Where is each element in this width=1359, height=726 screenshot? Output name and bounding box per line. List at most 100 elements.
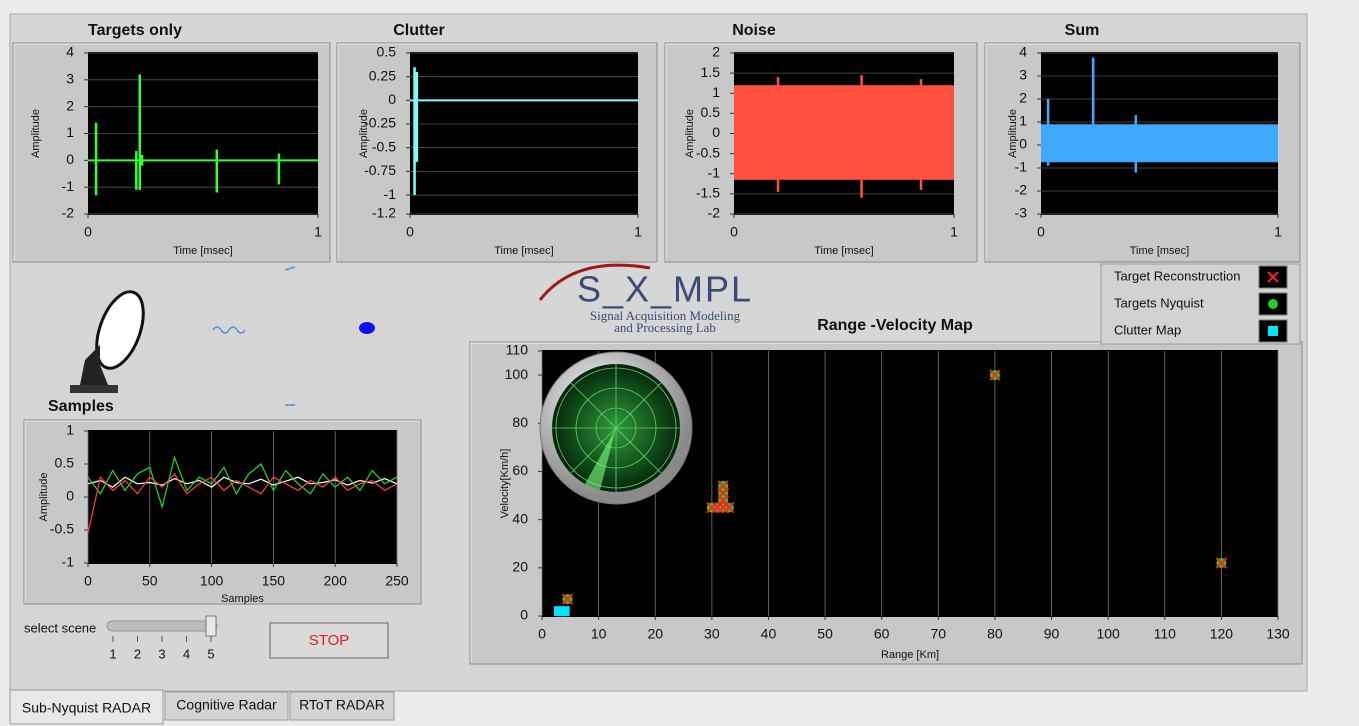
logo-swoosh — [538, 263, 651, 301]
y-tick-label: 0.5 — [701, 104, 721, 120]
x-tick-label: 20 — [647, 626, 663, 642]
y-tick-label: 100 — [505, 366, 529, 382]
y-tick-label: 2 — [66, 97, 74, 113]
x-axis-label: Time [msec] — [1130, 245, 1190, 257]
tab-label[interactable]: Cognitive Radar — [176, 697, 277, 713]
y-tick-label: 0 — [66, 488, 74, 504]
x-tick-label: 10 — [591, 626, 607, 642]
y-tick-label: 40 — [512, 510, 528, 526]
slider-thumb[interactable] — [205, 615, 217, 637]
y-axis-label: Amplitude — [684, 109, 696, 158]
nyquist-target — [1268, 299, 1278, 309]
dish — [95, 290, 145, 370]
y-tick-label: -2 — [708, 205, 721, 221]
plot-title: Range -Velocity Map — [817, 317, 973, 334]
y-tick-label: 0.25 — [369, 67, 396, 83]
stop-button-label[interactable]: STOP — [309, 632, 350, 649]
x-tick-label: 1 — [314, 224, 322, 240]
x-tick-label: 0 — [84, 573, 92, 589]
y-tick-label: 2 — [712, 44, 720, 60]
slider-tick-label: 3 — [158, 646, 165, 661]
logo: S_X_MPL Signal Acquisition Modeling and … — [538, 263, 753, 335]
noise-band — [1041, 124, 1278, 163]
y-tick-label: -1 — [62, 178, 75, 194]
dish-base — [70, 385, 118, 393]
y-tick-label: 3 — [1019, 67, 1027, 83]
plot-title: Samples — [48, 398, 114, 415]
y-tick-label: 0 — [1019, 136, 1027, 152]
plot-title: Sum — [1065, 22, 1100, 39]
radar-sweep — [585, 428, 616, 490]
y-tick-label: 4 — [66, 44, 74, 60]
y-tick-label: 0 — [66, 151, 74, 167]
tab[interactable] — [164, 691, 289, 721]
y-tick-label: 4 — [1019, 44, 1027, 60]
y-tick-label: 0 — [712, 124, 720, 140]
x-tick-label: 0 — [538, 626, 546, 642]
y-tick-label: 1 — [66, 422, 74, 438]
y-axis-label: Amplitude — [358, 109, 370, 158]
logo-name: S_X_MPL — [577, 269, 753, 310]
x-tick-label: 0 — [406, 224, 414, 240]
y-axis-label: Amplitude — [38, 473, 50, 522]
y-tick-label: -2 — [62, 205, 75, 221]
x-tick-label: 200 — [324, 573, 348, 589]
x-tick-label: 50 — [817, 626, 833, 642]
x-tick-label: 130 — [1266, 626, 1290, 642]
y-tick-label: -2 — [1015, 182, 1028, 198]
x-tick-label: 50 — [142, 573, 158, 589]
target-icon — [359, 322, 375, 334]
y-tick-label: 0 — [520, 607, 528, 623]
reconstructed-target — [723, 501, 735, 514]
y-tick-label: -0.5 — [50, 521, 74, 537]
y-tick-label: -0.75 — [364, 162, 396, 178]
y-tick-label: -1 — [62, 554, 75, 570]
y-tick-label: 2 — [1019, 90, 1027, 106]
x-axis-label: Samples — [221, 593, 264, 605]
x-axis-label: Range [Km] — [881, 649, 939, 661]
x-axis-label: Time [msec] — [173, 245, 233, 257]
x-tick-label: 0 — [1037, 224, 1045, 240]
slider-track[interactable] — [106, 620, 218, 632]
y-tick-label: 1 — [712, 84, 720, 100]
tab-label[interactable]: Sub-Nyquist RADAR — [22, 700, 151, 716]
x-tick-label: 60 — [874, 626, 890, 642]
slider-tick-label: 1 — [109, 646, 116, 661]
y-tick-label: 110 — [506, 342, 529, 358]
x-axis-label: Time [msec] — [814, 245, 874, 257]
y-tick-label: -1 — [1015, 159, 1028, 175]
y-tick-label: 1.5 — [701, 64, 721, 80]
tab-label[interactable]: RToT RADAR — [299, 697, 385, 713]
y-tick-label: -1.2 — [372, 205, 396, 221]
dish-mount — [80, 345, 108, 385]
y-axis-label: Amplitude — [30, 109, 42, 158]
logo-line: Signal Acquisition Modeling — [590, 308, 741, 323]
x-tick-label: 80 — [987, 626, 1003, 642]
tab[interactable] — [9, 689, 164, 725]
x-tick-label: 250 — [385, 573, 409, 589]
slider-label: select scene — [24, 620, 96, 635]
x-tick-label: 0 — [730, 224, 738, 240]
x-axis-label: Time [msec] — [494, 245, 554, 257]
x-tick-label: 70 — [931, 626, 947, 642]
reconstructed-target — [989, 369, 1001, 381]
y-tick-label: -0.25 — [364, 115, 396, 131]
x-tick-label: 120 — [1210, 626, 1234, 642]
x-tick-label: 150 — [262, 573, 286, 589]
plot-area — [88, 430, 397, 564]
plot-title: Clutter — [393, 22, 445, 39]
x-tick-label: 40 — [761, 626, 777, 642]
y-tick-label: 80 — [512, 414, 528, 430]
tab[interactable] — [289, 691, 395, 721]
plot-title: Noise — [732, 22, 776, 39]
y-axis-label: Amplitude — [1007, 109, 1019, 158]
clutter-cell — [1268, 326, 1278, 336]
y-tick-label: 0.5 — [377, 44, 397, 60]
plot-title: Targets only — [88, 22, 182, 39]
slider-tick-label: 4 — [183, 646, 190, 661]
x-tick-label: 30 — [704, 626, 720, 642]
slider-tick-label: 5 — [207, 646, 214, 661]
x-tick-label: 100 — [1096, 626, 1120, 642]
stop-button[interactable] — [269, 622, 389, 659]
